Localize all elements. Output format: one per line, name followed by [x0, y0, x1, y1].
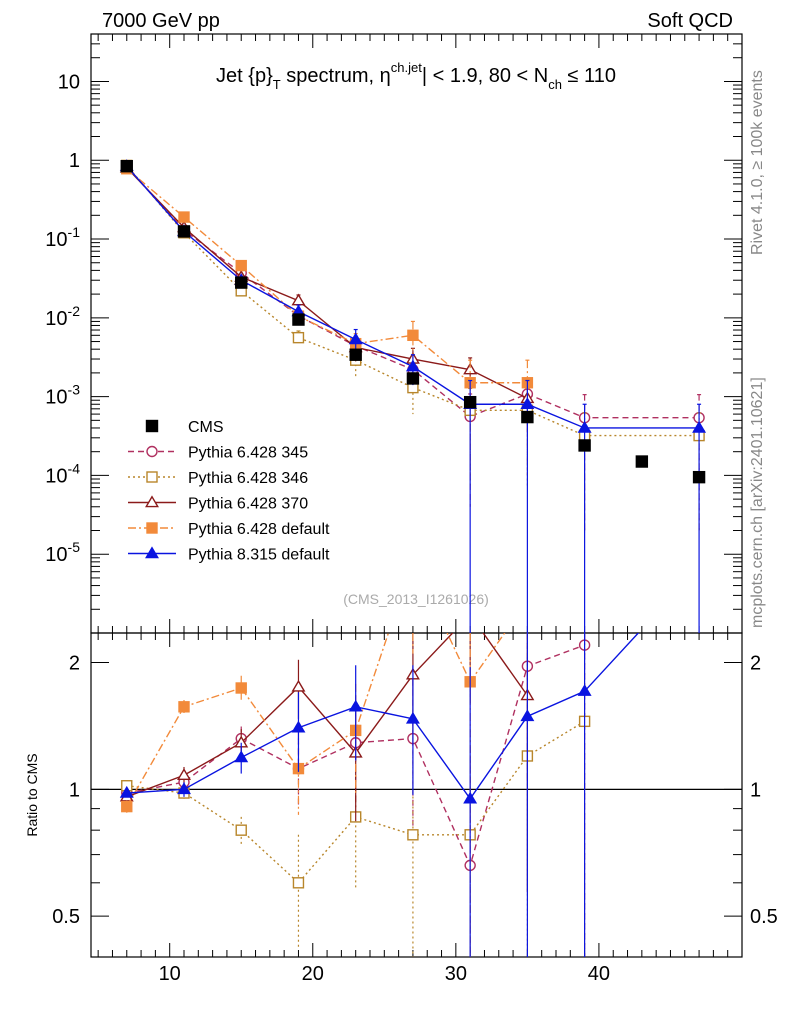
main-data-point — [692, 420, 707, 433]
main-data-point — [463, 362, 478, 375]
series-cms — [120, 159, 706, 484]
analysis-id-label: (CMS_2013_I1261026) — [343, 591, 489, 607]
legend-marker — [146, 445, 158, 458]
ratio-data-point — [577, 684, 592, 696]
ratio-data-point — [407, 829, 419, 841]
legend: CMS Pythia 6.428 345 Pythia 6.428 346 Pythi… — [128, 419, 330, 564]
legend-marker — [146, 522, 158, 534]
main-data-point — [292, 331, 305, 344]
main-data-point — [177, 225, 191, 238]
y-tick-label: 10-3 — [45, 382, 80, 409]
main-data-point — [291, 293, 306, 306]
main-series-line — [126, 167, 528, 399]
main-data-point — [349, 348, 362, 361]
legend-entry: Pythia 6.428 370 — [128, 495, 308, 513]
ratio-data-point — [235, 824, 247, 836]
energy-label: 7000 GeV pp — [102, 10, 220, 32]
main-data-point — [405, 359, 420, 372]
legend-entry: Pythia 6.428 345 — [128, 445, 308, 462]
axes-group: 10 20 30 40 10 1 10-1 10-2 10-3 10-4 10-5 2 2 1 1 0.5 0.… — [45, 33, 778, 985]
legend-marker — [145, 419, 159, 433]
data-marks-group — [119, 159, 707, 957]
y-tick-label: 10 — [58, 71, 80, 93]
legend-entry: CMS — [145, 419, 224, 436]
main-data-point — [407, 329, 419, 342]
main-data-point — [463, 395, 477, 409]
y-tick-label: 10-5 — [45, 539, 80, 566]
ratio-y-tick-label-right: 2 — [750, 653, 761, 675]
ratio-series-line — [126, 644, 585, 868]
ratio-data-point — [348, 699, 363, 712]
x-tick-label: 20 — [302, 963, 324, 985]
legend-label: CMS — [188, 419, 224, 436]
legend-label: Pythia 6.428 345 — [188, 445, 308, 462]
main-data-point — [235, 276, 248, 289]
main-data-point — [577, 420, 592, 433]
main-data-point — [292, 313, 305, 326]
main-data-point — [235, 259, 247, 272]
ratio-data-point — [234, 750, 249, 763]
category-label: Soft QCD — [647, 10, 733, 32]
ratio-data-point — [291, 679, 306, 692]
x-tick-label: 10 — [159, 963, 181, 985]
main-data-point — [120, 159, 133, 173]
ratio-data-point — [520, 709, 535, 722]
chart-title: Jet {p}T spectrum, ηch.jet| < 1.9, 80 < … — [216, 60, 616, 92]
ratio-data-point — [119, 785, 134, 798]
ratio-y-tick-label: 1 — [69, 779, 80, 801]
x-tick-label: 40 — [588, 963, 610, 985]
y-tick-label: 10-1 — [45, 224, 80, 251]
legend-entry: Pythia 6.428 default — [128, 521, 330, 538]
y-tick-label: 1 — [69, 150, 80, 172]
main-data-point — [635, 455, 649, 468]
legend-entry: Pythia 6.428 346 — [128, 470, 308, 487]
ratio-data-point — [405, 711, 420, 724]
ratio-y-tick-label: 0.5 — [52, 906, 80, 928]
ratio-series-line — [126, 633, 506, 807]
ratio-data-point — [178, 701, 190, 713]
ratio-data-point — [463, 791, 478, 804]
ratio-series-line — [126, 633, 640, 800]
legend-marker — [145, 495, 159, 508]
legend-label: Pythia 8.315 default — [188, 547, 330, 564]
main-data-point — [692, 470, 706, 484]
ratio-data-point — [121, 800, 133, 813]
y-tick-label: 10-4 — [45, 460, 80, 487]
main-series-line — [126, 168, 528, 384]
main-data-point — [578, 439, 591, 452]
main-data-point — [406, 372, 420, 385]
ratio-panel-frame — [90, 632, 743, 958]
ratio-series-line — [126, 633, 528, 798]
ratio-y-tick-label-right: 1 — [750, 779, 761, 801]
main-series-line — [126, 165, 700, 429]
legend-marker — [145, 546, 159, 559]
ratio-data-point — [177, 782, 191, 795]
ratio-axis-label: Ratio to CMS — [24, 753, 40, 836]
main-data-point — [348, 332, 363, 345]
y-tick-label: 10-2 — [45, 303, 80, 330]
ratio-data-point — [177, 768, 191, 780]
main-data-point — [178, 211, 190, 223]
mcplots-label: mcplots.cern.ch [arXiv:2401.10621] — [749, 377, 766, 628]
legend-label: Pythia 6.428 default — [188, 521, 330, 538]
legend-label: Pythia 6.428 346 — [188, 470, 308, 487]
rivet-version-label: Rivet 4.1.0, ≥ 100k events — [749, 70, 766, 255]
main-series-line — [126, 164, 700, 437]
ratio-data-point — [235, 682, 247, 694]
main-data-point — [521, 410, 534, 424]
legend-label: Pythia 6.428 370 — [188, 496, 308, 513]
main-data-point — [520, 397, 535, 409]
ratio-data-point — [291, 720, 306, 733]
x-tick-label: 30 — [445, 963, 467, 985]
ratio-data-point — [292, 877, 305, 889]
legend-marker — [146, 471, 158, 483]
ratio-y-tick-label: 2 — [69, 653, 80, 675]
legend-entry: Pythia 8.315 default — [128, 546, 330, 564]
ratio-y-tick-label-right: 0.5 — [750, 906, 778, 928]
